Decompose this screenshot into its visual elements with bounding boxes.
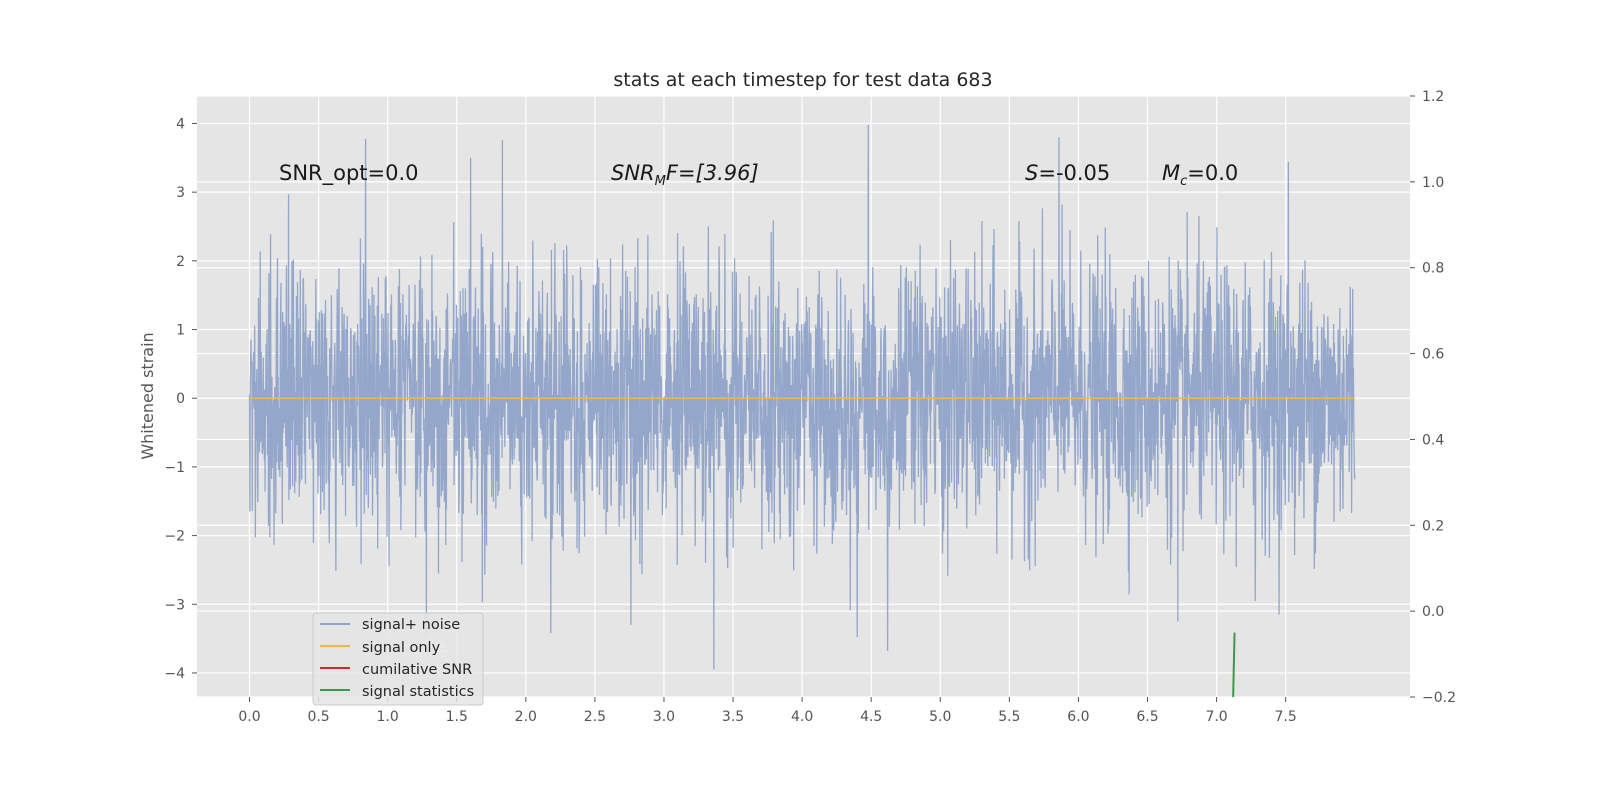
y2-tick-label: 0.4 [1422,432,1444,448]
legend-label-signal-noise: signal+ noise [362,617,460,633]
x-axis-ticks: 0.0 0.5 1.0 1.5 2.0 2.5 3.0 3.5 4.0 4.5 5.0 5.5 6.0 6… [238,697,1297,725]
y2-tick-label: 0.2 [1422,518,1444,534]
snr-mf-sub: M [655,174,666,189]
x-tick-label: 0.5 [307,709,329,725]
x-tick-label: 2.5 [584,709,606,725]
x-tick-label: 7.0 [1205,709,1227,725]
x-tick-label: 2.0 [515,709,537,725]
mc-value: =0.0 [1187,161,1238,185]
signal-noise-line [248,124,1356,670]
s-value: =-0.05 [1038,161,1110,185]
y-tick-label: 3 [176,185,185,201]
y-tick-label: 2 [176,254,185,270]
snr-mf-rest: F=[3.96] [666,161,759,185]
series-signal-statistics [1232,632,1236,697]
y-tick-label: 0 [176,391,185,407]
y-tick-label: −1 [164,460,185,476]
x-tick-label: 1.5 [446,709,468,725]
mc-base: M [1162,161,1180,185]
annotation-s: S=-0.05 [1025,161,1110,185]
y2-axis-ticks: −0.2 0.0 0.2 0.4 0.6 0.8 1.0 1.2 [1410,89,1456,706]
x-tick-label: 3.0 [653,709,675,725]
y-axis-label: Whitened strain [138,332,157,459]
x-tick-label: 5.0 [929,709,951,725]
legend-label-signal-only: signal only [362,640,441,656]
mc-sub: c [1180,174,1187,189]
legend-ghost-1: se [430,640,447,656]
y-tick-label: −2 [164,529,185,545]
series-signal-noise [248,124,1356,670]
annotation-snr-opt: SNR_opt=0.0 [279,161,419,186]
chart-title: stats at each timestep for test data 683 [613,69,992,91]
x-tick-label: 6.0 [1067,709,1089,725]
legend-label-signal-statistics: signal statistics [362,684,474,700]
y-tick-label: 4 [176,116,185,132]
legend-label-cumulative-snr: cumilative SNR [362,662,472,678]
y-tick-label: 1 [176,323,185,339]
snr-mf-base: SNR [611,161,655,185]
y-axis-ticks: −4 −3 −2 −1 0 1 2 3 4 [164,116,197,682]
y2-tick-label: 0.0 [1422,604,1444,620]
y-tick-label: −3 [164,597,185,613]
y2-tick-label: 1.0 [1422,175,1444,191]
y-tick-label: −4 [164,666,185,682]
annotation-mc: Mc=0.0 [1162,161,1238,189]
annotation-snr-mf: SNRMF=[3.96] [611,161,759,189]
y2-tick-label: 0.8 [1422,261,1444,277]
x-tick-label: 1.0 [377,709,399,725]
y2-tick-label: −0.2 [1422,690,1456,706]
x-tick-label: 0.0 [238,709,260,725]
x-tick-label: 5.5 [998,709,1020,725]
legend-ghost-2: al statistics [386,684,468,700]
x-tick-label: 6.5 [1136,709,1158,725]
x-tick-label: 4.0 [791,709,813,725]
x-tick-label: 7.5 [1275,709,1297,725]
s-italic: S [1025,161,1038,185]
x-tick-label: 3.5 [722,709,744,725]
y2-tick-label: 1.2 [1422,89,1444,105]
legend-box [312,612,484,706]
x-tick-label: 4.5 [860,709,882,725]
legend: se al statistics signal+ noise signal on… [312,612,484,706]
y2-tick-label: 0.6 [1422,347,1444,363]
signal-statistics-line [1232,632,1236,697]
